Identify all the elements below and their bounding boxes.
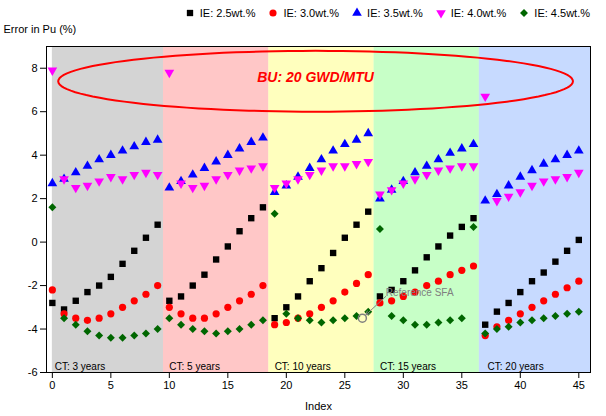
svg-text:BU: 20 GWD/MTU: BU: 20 GWD/MTU [257, 69, 375, 85]
svg-text:20: 20 [280, 379, 292, 391]
svg-text:CT: 15 years: CT: 15 years [380, 361, 436, 372]
svg-text:-2: -2 [28, 279, 38, 291]
html-text:IE: 3.5wt.%: IE: 3.5wt.% [367, 7, 423, 19]
svg-text:10: 10 [163, 379, 175, 391]
svg-text:Index: Index [305, 400, 332, 412]
svg-text:0: 0 [49, 379, 55, 391]
svg-text:45: 45 [573, 379, 585, 391]
svg-text:CT: 3 years: CT: 3 years [55, 361, 106, 372]
svg-text:8: 8 [31, 62, 37, 74]
svg-text:4: 4 [31, 149, 37, 161]
svg-text:2: 2 [31, 192, 37, 204]
svg-text:CT: 20 years: CT: 20 years [488, 361, 544, 372]
svg-text:-6: -6 [28, 366, 38, 378]
svg-text:Reference SFA: Reference SFA [386, 287, 454, 298]
html-text:IE: 2.5wt.%: IE: 2.5wt.% [199, 7, 256, 19]
svg-text:CT: 5 years: CT: 5 years [169, 361, 220, 372]
svg-text:5: 5 [108, 379, 114, 391]
svg-text:6: 6 [31, 105, 37, 117]
svg-text:15: 15 [222, 379, 234, 391]
svg-text:25: 25 [339, 379, 351, 391]
svg-text:0: 0 [31, 236, 37, 248]
svg-text:CT: 10 years: CT: 10 years [275, 361, 331, 372]
html-text:IE: 4.5wt.%: IE: 4.5wt.% [534, 7, 590, 19]
html-text:IE: 4.0wt.%: IE: 4.0wt.% [450, 7, 507, 19]
svg-text:Error in Pu (%): Error in Pu (%) [4, 23, 77, 35]
svg-text:40: 40 [514, 379, 526, 391]
html-text:IE: 3.0wt.%: IE: 3.0wt.% [283, 7, 340, 19]
svg-text:30: 30 [397, 379, 409, 391]
svg-text:-4: -4 [28, 323, 38, 335]
svg-text:35: 35 [456, 379, 468, 391]
